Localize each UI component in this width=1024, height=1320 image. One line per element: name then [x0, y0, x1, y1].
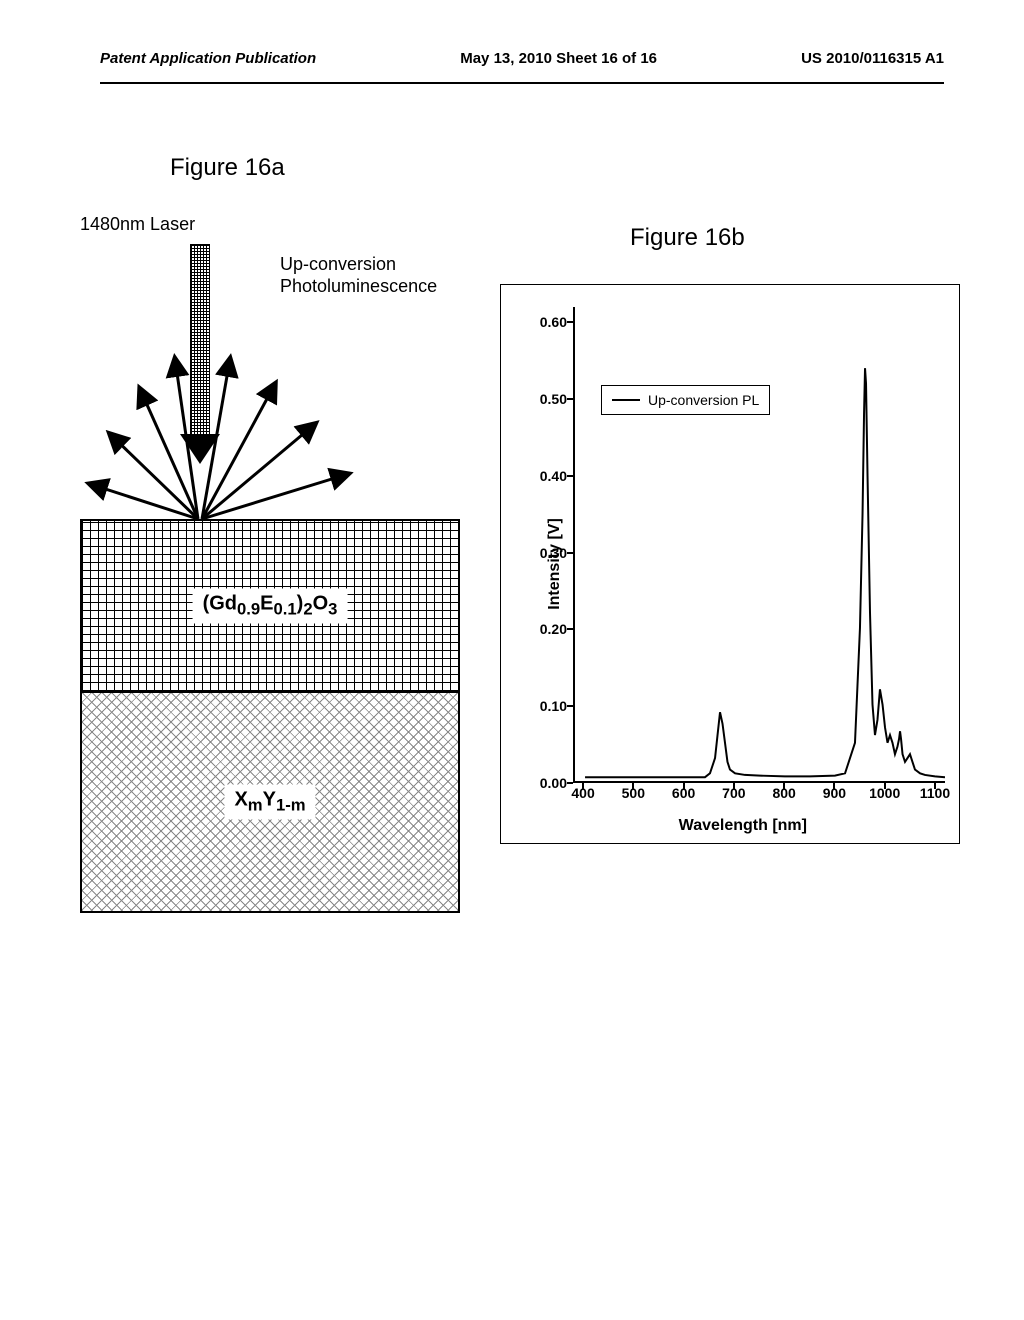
header-center: May 13, 2010 Sheet 16 of 16: [460, 50, 657, 67]
header-rule: [100, 82, 944, 84]
page-header: Patent Application Publication May 13, 2…: [0, 0, 1024, 82]
x-axis-label: Wavelength [nm]: [679, 817, 807, 835]
x-tick-label: 400: [571, 785, 594, 801]
pl-label-line2: Photoluminescence: [280, 276, 437, 296]
x-tick-label: 1100: [920, 785, 950, 801]
legend-line-sample: [612, 399, 640, 401]
header-left: Patent Application Publication: [100, 50, 316, 67]
x-tick-label: 900: [823, 785, 846, 801]
y-tick-mark: [567, 628, 573, 630]
photoluminescence-label: Up-conversion Photoluminescence: [280, 254, 437, 297]
x-tick-label: 700: [722, 785, 745, 801]
x-tick-label: 1000: [869, 785, 900, 801]
content-area: Figure 16a Figure 16b 1480nm Laser Up-co…: [80, 154, 964, 1054]
figure-16b-label: Figure 16b: [630, 224, 745, 252]
figure-16a: 1480nm Laser Up-conversion Photoluminesc…: [80, 214, 460, 914]
chart-plot-area: [573, 307, 945, 783]
top-layer-formula: (Gd0.9E0.1)2O3: [193, 589, 348, 624]
layer-diagram: (Gd0.9E0.1)2O3 XmY1-m: [80, 519, 460, 913]
y-axis-label: Intensity [V]: [546, 518, 564, 610]
y-tick-label: 0.00: [540, 775, 567, 791]
bottom-layer: XmY1-m: [82, 691, 458, 911]
laser-label: 1480nm Laser: [80, 214, 195, 235]
y-tick-label: 0.10: [540, 698, 567, 714]
figure-16b-chart: Intensity [V] Wavelength [nm] Up-convers…: [500, 284, 960, 844]
y-tick-label: 0.50: [540, 391, 567, 407]
chart-line: [575, 307, 945, 781]
y-tick-mark: [567, 321, 573, 323]
y-tick-mark: [567, 552, 573, 554]
y-tick-label: 0.30: [540, 545, 567, 561]
y-tick-label: 0.40: [540, 468, 567, 484]
x-tick-label: 800: [772, 785, 795, 801]
y-tick-mark: [567, 782, 573, 784]
figure-16a-label: Figure 16a: [170, 154, 285, 182]
legend-text: Up-conversion PL: [648, 392, 759, 408]
header-right: US 2010/0116315 A1: [801, 50, 944, 67]
emission-arrows-icon: [80, 334, 460, 534]
y-tick-label: 0.20: [540, 621, 567, 637]
y-tick-mark: [567, 705, 573, 707]
y-tick-mark: [567, 398, 573, 400]
x-tick-label: 600: [672, 785, 695, 801]
y-tick-mark: [567, 475, 573, 477]
x-tick-label: 500: [622, 785, 645, 801]
y-tick-label: 0.60: [540, 314, 567, 330]
bottom-layer-formula: XmY1-m: [224, 785, 315, 820]
chart-legend: Up-conversion PL: [601, 385, 770, 415]
top-layer: (Gd0.9E0.1)2O3: [82, 521, 458, 691]
pl-label-line1: Up-conversion: [280, 254, 396, 274]
